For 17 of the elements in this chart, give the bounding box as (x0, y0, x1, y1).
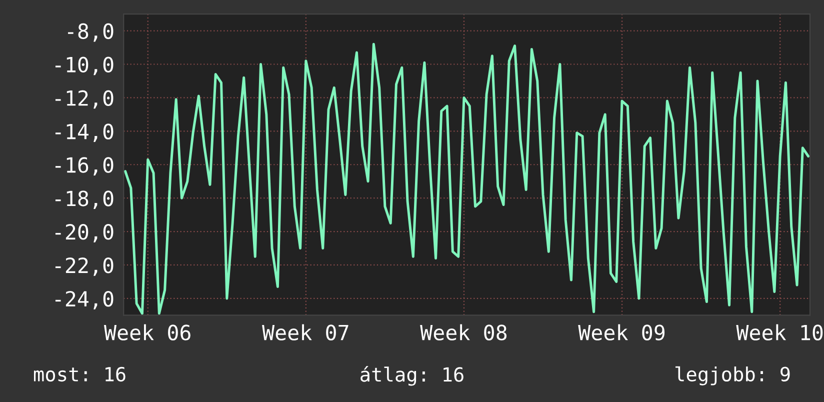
y-tick-label: -14,0 (55, 124, 114, 142)
x-tick-label: Week 06 (104, 324, 190, 340)
y-tick-label: -12,0 (55, 90, 114, 109)
text: most: 16 (34, 366, 126, 382)
x-tick-label: Week 10 (736, 324, 823, 340)
y-tick-label: -10,0 (55, 56, 114, 76)
text: átlag: 16 (360, 366, 464, 386)
x-tick-label: Week 09 (578, 324, 665, 340)
y-tick-label: -24,0 (55, 290, 114, 310)
y-tick-label: -20,0 (55, 224, 114, 242)
y-tick-label: -16,0 (55, 157, 114, 176)
x-tick-label: Week 07 (262, 324, 348, 340)
y-tick-label: -8,0 (68, 23, 114, 42)
y-tick-label: -22,0 (55, 257, 114, 276)
x-tick-label: Week 08 (420, 324, 507, 340)
y-tick-label: -18,0 (55, 190, 114, 209)
text: legjobb: 9 (675, 366, 790, 386)
